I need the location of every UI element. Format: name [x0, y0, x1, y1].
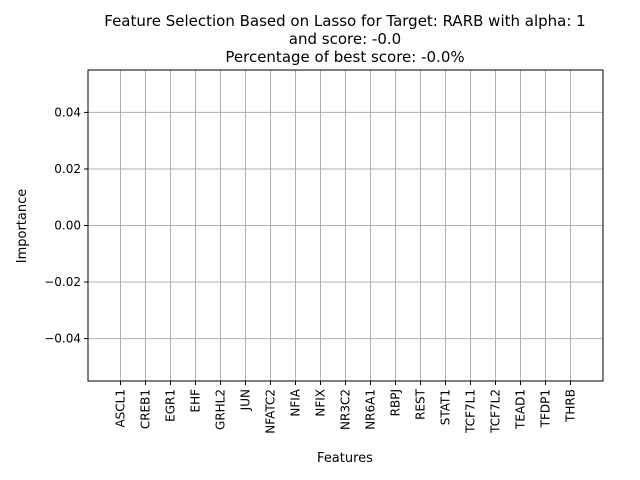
x-tick-label-creb1: CREB1: [139, 389, 153, 429]
y-tick-label: 0.02: [54, 162, 81, 176]
x-tick-label-nfatc2: NFATC2: [264, 389, 278, 434]
grid: [88, 70, 603, 381]
x-axis-label: Features: [317, 451, 373, 466]
y-tick-label: −0.02: [44, 275, 81, 289]
x-tick-label-grhl2: GRHL2: [214, 389, 228, 430]
x-tick-label-tead1: TEAD1: [514, 389, 528, 430]
y-tick-label: −0.04: [44, 332, 81, 346]
x-tick-label-nfix: NFIX: [314, 389, 328, 417]
x-tick-label-thrb: THRB: [564, 389, 578, 423]
x-tick-label-ehf: EHF: [189, 389, 203, 413]
y-axis-label: Importance: [15, 189, 30, 264]
chart-title: Feature Selection Based on Lasso for Tar…: [104, 12, 585, 66]
y-axis-ticks: −0.04 −0.02 0.00 0.02 0.04: [44, 105, 88, 346]
chart-title-line-1: Feature Selection Based on Lasso for Tar…: [104, 12, 585, 30]
x-tick-label-jun: JUN: [239, 389, 253, 411]
chart-title-line-3: Percentage of best score: -0.0%: [225, 48, 464, 66]
x-tick-label-nfia: NFIA: [289, 388, 303, 416]
x-tick-label-nr3c2: NR3C2: [339, 389, 353, 430]
x-tick-label-egr1: EGR1: [164, 389, 178, 422]
x-tick-label-tcf7l1: TCF7L1: [464, 389, 478, 434]
chart-title-line-2: and score: -0.0: [289, 30, 401, 48]
x-tick-label-tfdp1: TFDP1: [539, 389, 553, 428]
x-tick-label-tcf7l2: TCF7L2: [489, 389, 503, 434]
x-tick-label-rbpj: RBPJ: [389, 389, 403, 416]
x-tick-label-rest: REST: [414, 388, 428, 420]
x-tick-label-stat1: STAT1: [439, 389, 453, 425]
y-tick-label: 0.00: [54, 219, 81, 233]
x-axis-ticks: ASCL1 CREB1 EGR1 EHF GRHL2 JUN NFATC2 NFIA NFIX N…: [114, 381, 578, 434]
x-tick-label-ascl1: ASCL1: [114, 389, 128, 428]
y-tick-label: 0.04: [54, 105, 81, 119]
x-tick-label-nr6a1: NR6A1: [364, 389, 378, 430]
